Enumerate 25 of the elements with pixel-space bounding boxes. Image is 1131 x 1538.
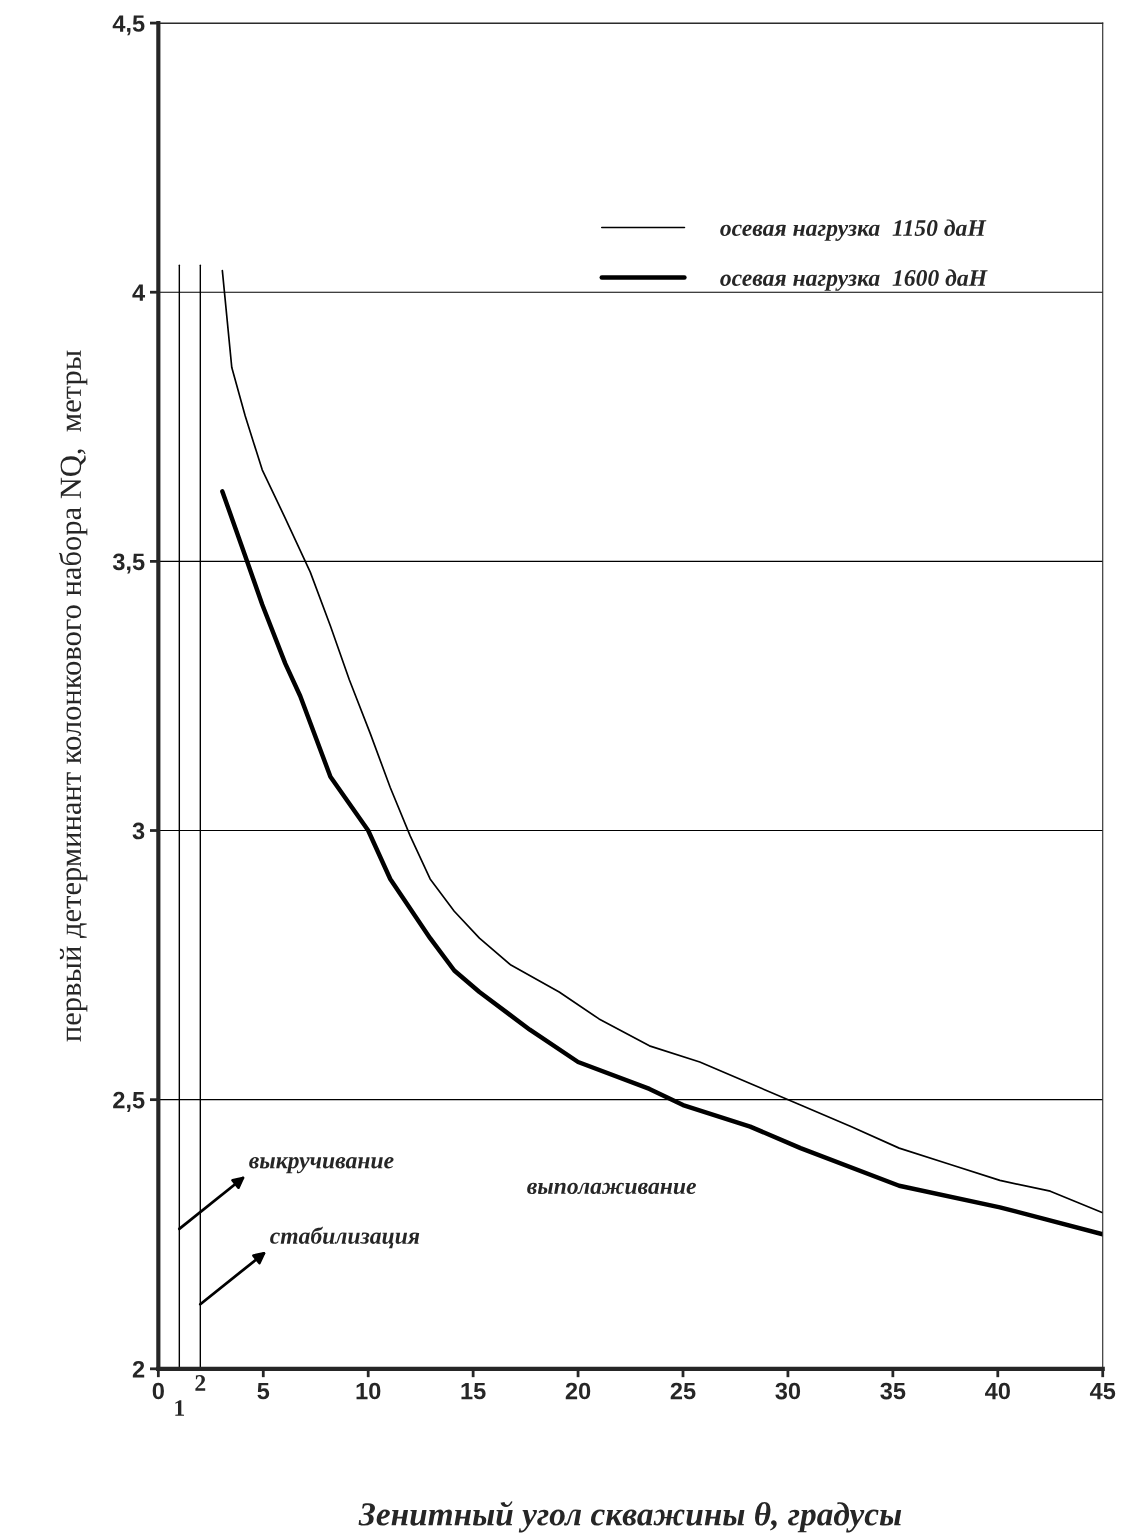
annotation: выполаживание xyxy=(527,1182,696,1195)
y-tick-label: 4 xyxy=(132,284,146,301)
x-tick-label: 20 xyxy=(565,1382,591,1400)
y-tick-label: 3,5 xyxy=(112,553,145,574)
annotation: стабилизация xyxy=(270,1226,420,1249)
ref-line-label: 2 xyxy=(195,1375,206,1391)
legend-label: осевая нагрузка 1150 даН xyxy=(720,219,987,241)
y-tick-label: 4,5 xyxy=(112,15,145,36)
x-axis-title: Зенитный угол скважины θ, градусы xyxy=(358,1501,902,1533)
x-tick-label: 30 xyxy=(775,1382,801,1400)
x-tick-label: 35 xyxy=(880,1382,906,1400)
annotation: выкручивание xyxy=(249,1157,394,1174)
x-tick-label: 10 xyxy=(356,1382,381,1400)
x-tick-label: 15 xyxy=(461,1382,486,1400)
y-tick-label: 3 xyxy=(132,822,145,840)
x-tick-label: 0 xyxy=(152,1382,164,1400)
x-tick-label: 45 xyxy=(1089,1382,1116,1400)
x-tick-label: 40 xyxy=(985,1382,1010,1400)
ref-line-label: 1 xyxy=(175,1400,185,1416)
x-tick-label: 25 xyxy=(670,1382,696,1400)
y-tick-label: 2 xyxy=(132,1360,145,1378)
y-axis-title: первый детерминант колонкового набора NQ, метры xyxy=(58,350,88,1042)
x-tick-label: 5 xyxy=(257,1382,270,1400)
legend-label: осевая нагрузка 1600 даН xyxy=(720,269,988,291)
y-tick-label: 2,5 xyxy=(113,1091,145,1112)
